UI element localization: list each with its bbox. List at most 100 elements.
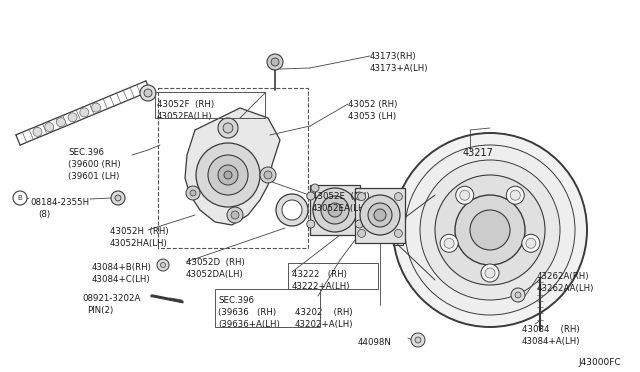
Text: 44098N: 44098N [358, 338, 392, 347]
Circle shape [358, 230, 365, 237]
Circle shape [360, 195, 400, 235]
Circle shape [260, 167, 276, 183]
Text: SEC.396: SEC.396 [218, 296, 254, 305]
Circle shape [526, 238, 536, 248]
Circle shape [440, 234, 458, 252]
Circle shape [190, 190, 196, 196]
Circle shape [394, 193, 403, 201]
Circle shape [470, 210, 510, 250]
Text: (39636   (RH): (39636 (RH) [218, 308, 276, 317]
Text: 43052FA(LH): 43052FA(LH) [157, 112, 212, 121]
Circle shape [411, 333, 425, 347]
Circle shape [522, 234, 540, 252]
Circle shape [321, 196, 349, 224]
Circle shape [140, 85, 156, 101]
Circle shape [208, 155, 248, 195]
Circle shape [506, 186, 524, 204]
FancyBboxPatch shape [355, 188, 405, 243]
Circle shape [223, 123, 233, 133]
Circle shape [196, 143, 260, 207]
Circle shape [276, 194, 308, 226]
Circle shape [227, 207, 243, 223]
Text: 43222   (RH): 43222 (RH) [292, 270, 347, 279]
Text: 43052DA(LH): 43052DA(LH) [186, 270, 244, 279]
Text: (39601 (LH): (39601 (LH) [68, 172, 120, 181]
Circle shape [415, 337, 421, 343]
Bar [158, 88, 308, 248]
Text: 43052F  (RH): 43052F (RH) [157, 100, 214, 109]
Text: (8): (8) [38, 210, 50, 219]
Circle shape [405, 145, 575, 315]
Circle shape [271, 58, 279, 66]
Circle shape [33, 127, 42, 137]
Text: 43084+B(RH): 43084+B(RH) [92, 263, 152, 272]
Text: 43052H  (RH): 43052H (RH) [110, 227, 168, 236]
Circle shape [435, 175, 545, 285]
Text: (39636+A(LH): (39636+A(LH) [218, 320, 280, 329]
Text: 43084+A(LH): 43084+A(LH) [522, 337, 580, 346]
Circle shape [515, 292, 521, 298]
Circle shape [456, 186, 474, 204]
Circle shape [307, 192, 315, 200]
Circle shape [186, 186, 200, 200]
Circle shape [355, 192, 364, 200]
Circle shape [92, 103, 100, 112]
Circle shape [218, 165, 238, 185]
Circle shape [267, 54, 283, 70]
Circle shape [455, 195, 525, 265]
Circle shape [264, 171, 272, 179]
Circle shape [510, 190, 520, 200]
Circle shape [56, 118, 65, 127]
Circle shape [157, 259, 169, 271]
Circle shape [144, 89, 152, 97]
Circle shape [218, 118, 238, 138]
Polygon shape [185, 108, 280, 225]
Text: 43052D  (RH): 43052D (RH) [186, 258, 244, 267]
Circle shape [282, 200, 302, 220]
Text: 43173(RH): 43173(RH) [370, 52, 417, 61]
Circle shape [313, 188, 357, 232]
Circle shape [460, 190, 470, 200]
Text: SEC.396: SEC.396 [68, 148, 104, 157]
Text: 43202+A(LH): 43202+A(LH) [295, 320, 353, 329]
Circle shape [444, 238, 454, 248]
Text: 43084+C(LH): 43084+C(LH) [92, 275, 150, 284]
Circle shape [68, 113, 77, 122]
Circle shape [311, 184, 319, 192]
Circle shape [161, 263, 166, 267]
Text: 08921-3202A: 08921-3202A [82, 294, 140, 303]
Text: 43052HA(LH): 43052HA(LH) [110, 239, 168, 248]
Circle shape [374, 209, 386, 221]
Text: 08184-2355H: 08184-2355H [30, 198, 89, 207]
Circle shape [45, 122, 54, 132]
Text: 43173+A(LH): 43173+A(LH) [370, 64, 429, 73]
Text: 43262A(RH): 43262A(RH) [537, 272, 589, 281]
Circle shape [485, 268, 495, 278]
Circle shape [420, 160, 560, 300]
Text: (39600 (RH): (39600 (RH) [68, 160, 120, 169]
Text: 43052EA(LH): 43052EA(LH) [312, 204, 369, 213]
Text: 43053 (LH): 43053 (LH) [348, 112, 396, 121]
Text: 43052 (RH): 43052 (RH) [348, 100, 397, 109]
Text: J43000FC: J43000FC [578, 358, 621, 367]
Circle shape [231, 211, 239, 219]
Circle shape [393, 133, 587, 327]
Circle shape [394, 230, 403, 237]
Text: 43222+A(LH): 43222+A(LH) [292, 282, 351, 291]
Circle shape [368, 203, 392, 227]
FancyBboxPatch shape [310, 185, 360, 235]
Circle shape [328, 203, 342, 217]
Text: B: B [18, 195, 22, 201]
Circle shape [13, 191, 27, 205]
Text: 43052E  (RH): 43052E (RH) [312, 192, 370, 201]
Text: PIN(2): PIN(2) [87, 306, 113, 315]
Circle shape [511, 288, 525, 302]
Text: 43262AA(LH): 43262AA(LH) [537, 284, 595, 293]
Circle shape [115, 195, 121, 201]
Circle shape [307, 220, 315, 228]
Circle shape [358, 193, 365, 201]
Circle shape [481, 264, 499, 282]
Text: 43217: 43217 [463, 148, 494, 158]
Circle shape [224, 171, 232, 179]
Circle shape [111, 191, 125, 205]
